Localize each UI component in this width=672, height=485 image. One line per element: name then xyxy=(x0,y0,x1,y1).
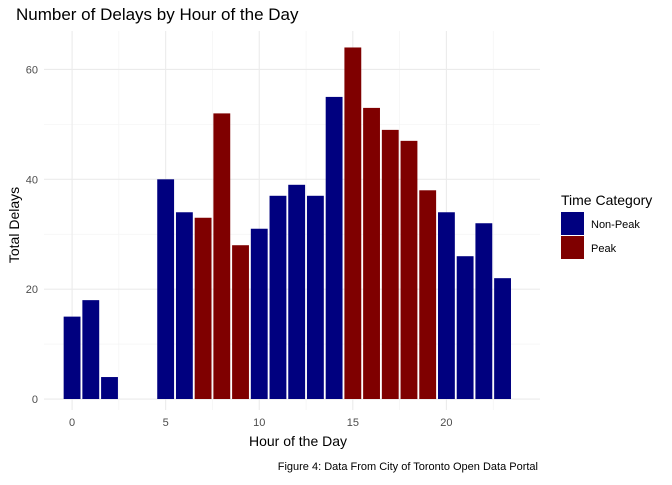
bar-hour-21 xyxy=(456,256,474,400)
bar-hour-11 xyxy=(269,195,287,400)
bar-hour-5 xyxy=(157,179,175,400)
chart-caption: Figure 4: Data From City of Toronto Open… xyxy=(278,461,538,473)
x-tick-label: 5 xyxy=(163,417,169,429)
x-tick-label: 10 xyxy=(253,417,265,429)
chart-title: Number of Delays by Hour of the Day xyxy=(16,5,299,24)
x-axis-label: Hour of the Day xyxy=(249,433,347,449)
bar-hour-7 xyxy=(194,217,212,400)
y-tick-label: 60 xyxy=(26,64,38,76)
bar-hour-0 xyxy=(63,316,81,400)
bar-hour-15 xyxy=(344,47,362,400)
legend-label: Non-Peak xyxy=(591,219,640,231)
legend-swatch-peak xyxy=(561,236,584,259)
bar-hour-2 xyxy=(101,377,118,400)
bar-hour-12 xyxy=(288,184,306,400)
x-tick-label: 0 xyxy=(69,417,75,429)
bar-hour-6 xyxy=(175,212,193,400)
bar-hour-22 xyxy=(475,223,493,400)
y-axis-label: Total Delays xyxy=(6,187,22,263)
bar-hour-20 xyxy=(437,212,455,400)
legend-title: Time Category xyxy=(561,192,652,208)
bar-hour-1 xyxy=(82,300,100,400)
bar-hour-16 xyxy=(363,107,380,400)
legend-swatch-non-peak xyxy=(561,212,584,235)
y-tick-label: 40 xyxy=(26,174,38,186)
bar-hour-17 xyxy=(381,129,399,400)
legend: Time Category Non-Peak Peak xyxy=(561,192,652,259)
bar-hour-9 xyxy=(232,245,249,400)
bar-hour-18 xyxy=(400,140,418,400)
bar-hour-8 xyxy=(213,113,231,400)
x-tick-label: 20 xyxy=(440,417,452,429)
bar-hour-19 xyxy=(419,190,437,400)
bar-hour-10 xyxy=(250,228,268,400)
y-tick-label: 0 xyxy=(32,394,38,406)
legend-label: Peak xyxy=(591,243,617,255)
axes: 0 5 10 15 20 0 20 40 60 xyxy=(26,64,453,429)
bars xyxy=(63,47,511,400)
x-tick-label: 15 xyxy=(347,417,359,429)
bar-hour-14 xyxy=(325,96,343,400)
bar-hour-13 xyxy=(306,195,324,400)
y-tick-label: 20 xyxy=(26,284,38,296)
bar-hour-23 xyxy=(494,278,511,400)
